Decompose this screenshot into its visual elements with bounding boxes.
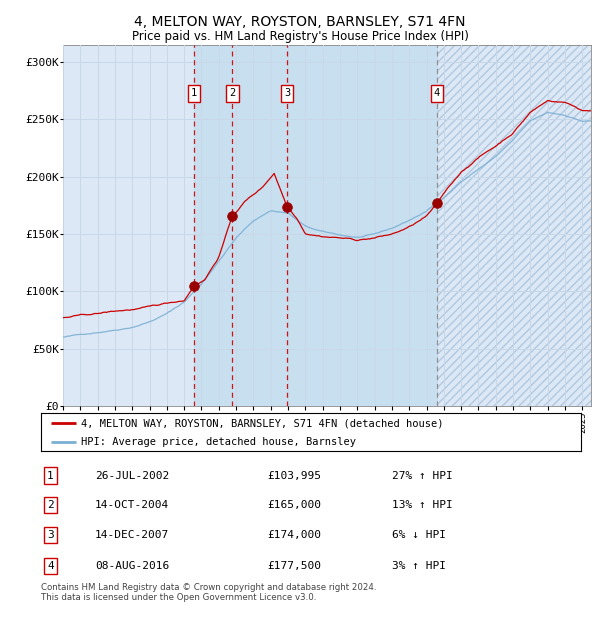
Text: 3: 3 — [47, 530, 54, 540]
Text: 13% ↑ HPI: 13% ↑ HPI — [392, 500, 452, 510]
Bar — [437, 45, 591, 406]
Text: 26-JUL-2002: 26-JUL-2002 — [95, 471, 169, 480]
Text: 1: 1 — [191, 89, 197, 99]
Text: 1: 1 — [47, 471, 54, 480]
Text: 14-OCT-2004: 14-OCT-2004 — [95, 500, 169, 510]
Bar — [437, 45, 591, 406]
Text: 4, MELTON WAY, ROYSTON, BARNSLEY, S71 4FN (detached house): 4, MELTON WAY, ROYSTON, BARNSLEY, S71 4F… — [82, 418, 444, 428]
Text: 2: 2 — [229, 89, 235, 99]
Text: 4: 4 — [434, 89, 440, 99]
Text: 08-AUG-2016: 08-AUG-2016 — [95, 561, 169, 571]
Text: £103,995: £103,995 — [268, 471, 322, 480]
Text: 3% ↑ HPI: 3% ↑ HPI — [392, 561, 446, 571]
Text: Price paid vs. HM Land Registry's House Price Index (HPI): Price paid vs. HM Land Registry's House … — [131, 30, 469, 43]
Text: 6% ↓ HPI: 6% ↓ HPI — [392, 530, 446, 540]
Text: 3: 3 — [284, 89, 290, 99]
Text: £165,000: £165,000 — [268, 500, 322, 510]
Text: 27% ↑ HPI: 27% ↑ HPI — [392, 471, 452, 480]
Text: 2: 2 — [47, 500, 54, 510]
Text: HPI: Average price, detached house, Barnsley: HPI: Average price, detached house, Barn… — [82, 436, 356, 447]
Text: 4, MELTON WAY, ROYSTON, BARNSLEY, S71 4FN: 4, MELTON WAY, ROYSTON, BARNSLEY, S71 4F… — [134, 16, 466, 30]
Bar — [194, 45, 437, 406]
Text: Contains HM Land Registry data © Crown copyright and database right 2024.
This d: Contains HM Land Registry data © Crown c… — [41, 583, 376, 602]
Text: 14-DEC-2007: 14-DEC-2007 — [95, 530, 169, 540]
Text: 4: 4 — [47, 561, 54, 571]
Text: £177,500: £177,500 — [268, 561, 322, 571]
Text: £174,000: £174,000 — [268, 530, 322, 540]
